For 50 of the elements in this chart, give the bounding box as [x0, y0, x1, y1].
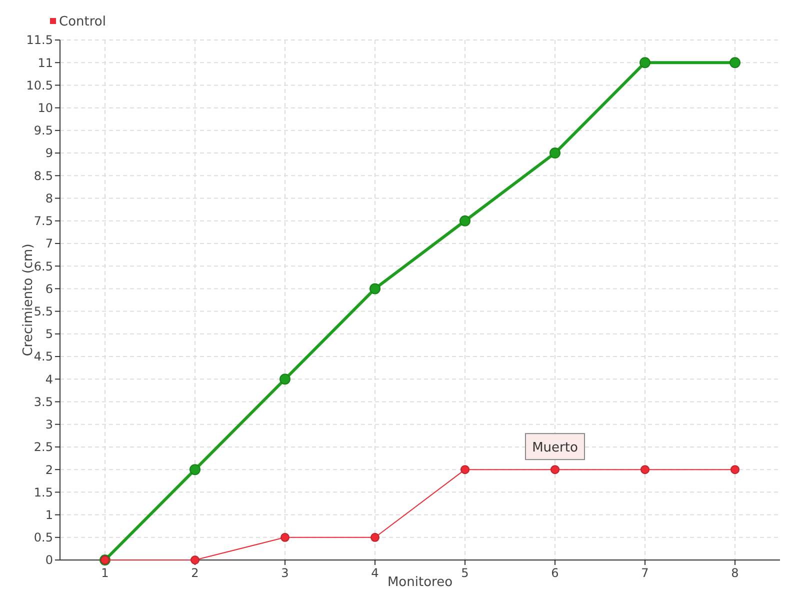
y-tick-label: 6.5 [34, 259, 53, 274]
point [640, 465, 650, 474]
legend-label: Control [59, 14, 106, 30]
point [550, 465, 560, 474]
point [280, 532, 290, 542]
y-tick-label: 1 [45, 508, 53, 522]
y-tick-label: 7 [45, 236, 53, 251]
y-tick-label: 4 [45, 372, 53, 386]
point [460, 215, 470, 226]
x-tick-label: 5 [461, 566, 469, 580]
y-tick-label: 7.5 [34, 214, 53, 228]
x-tick-label: 7 [641, 566, 649, 580]
point [370, 283, 380, 294]
y-tick-label: 0.5 [34, 530, 53, 545]
x-tick-label: 1 [101, 566, 109, 580]
point [730, 465, 740, 474]
y-tick-label: 1.5 [34, 485, 53, 500]
y-tick-label: 0 [45, 553, 53, 568]
point [190, 556, 200, 564]
y-tick-label: 2 [45, 462, 53, 477]
x-tick-label: 6 [551, 566, 559, 580]
y-tick-label: 10 [38, 101, 53, 116]
point [460, 465, 470, 474]
point [190, 464, 200, 476]
y-tick-label: 11 [38, 56, 53, 70]
y-tick-label: 8 [45, 191, 53, 206]
y-tick-label: 5.5 [34, 304, 53, 319]
y-tick-label: 8.5 [34, 168, 53, 183]
point [640, 57, 650, 68]
y-tick-label: 3.5 [34, 394, 53, 409]
y-tick-label: 9 [45, 146, 53, 160]
y-tick-label: 10.5 [26, 78, 53, 92]
point [550, 148, 560, 159]
x-tick-label: 8 [731, 566, 739, 580]
y-tick-label: 4.5 [34, 350, 53, 364]
y-tick-label: 11.5 [26, 33, 53, 48]
y-tick-label: 9.5 [34, 124, 53, 138]
x-axis-title: Monitoreo [387, 575, 453, 590]
y-tick-label: 3 [45, 418, 53, 432]
x-tick-label: 3 [281, 566, 289, 580]
point [370, 532, 380, 542]
point [280, 374, 290, 385]
y-tick-label: 6 [45, 282, 53, 296]
y-axis-title: Crecimiento (cm) [21, 244, 36, 356]
x-tick-label: 4 [371, 566, 379, 580]
x-tick-label: 2 [191, 566, 199, 580]
y-tick-label: 2.5 [34, 440, 53, 454]
point [730, 57, 740, 68]
annotation: Muerto [532, 440, 578, 456]
y-tick-label: 5 [45, 327, 53, 342]
